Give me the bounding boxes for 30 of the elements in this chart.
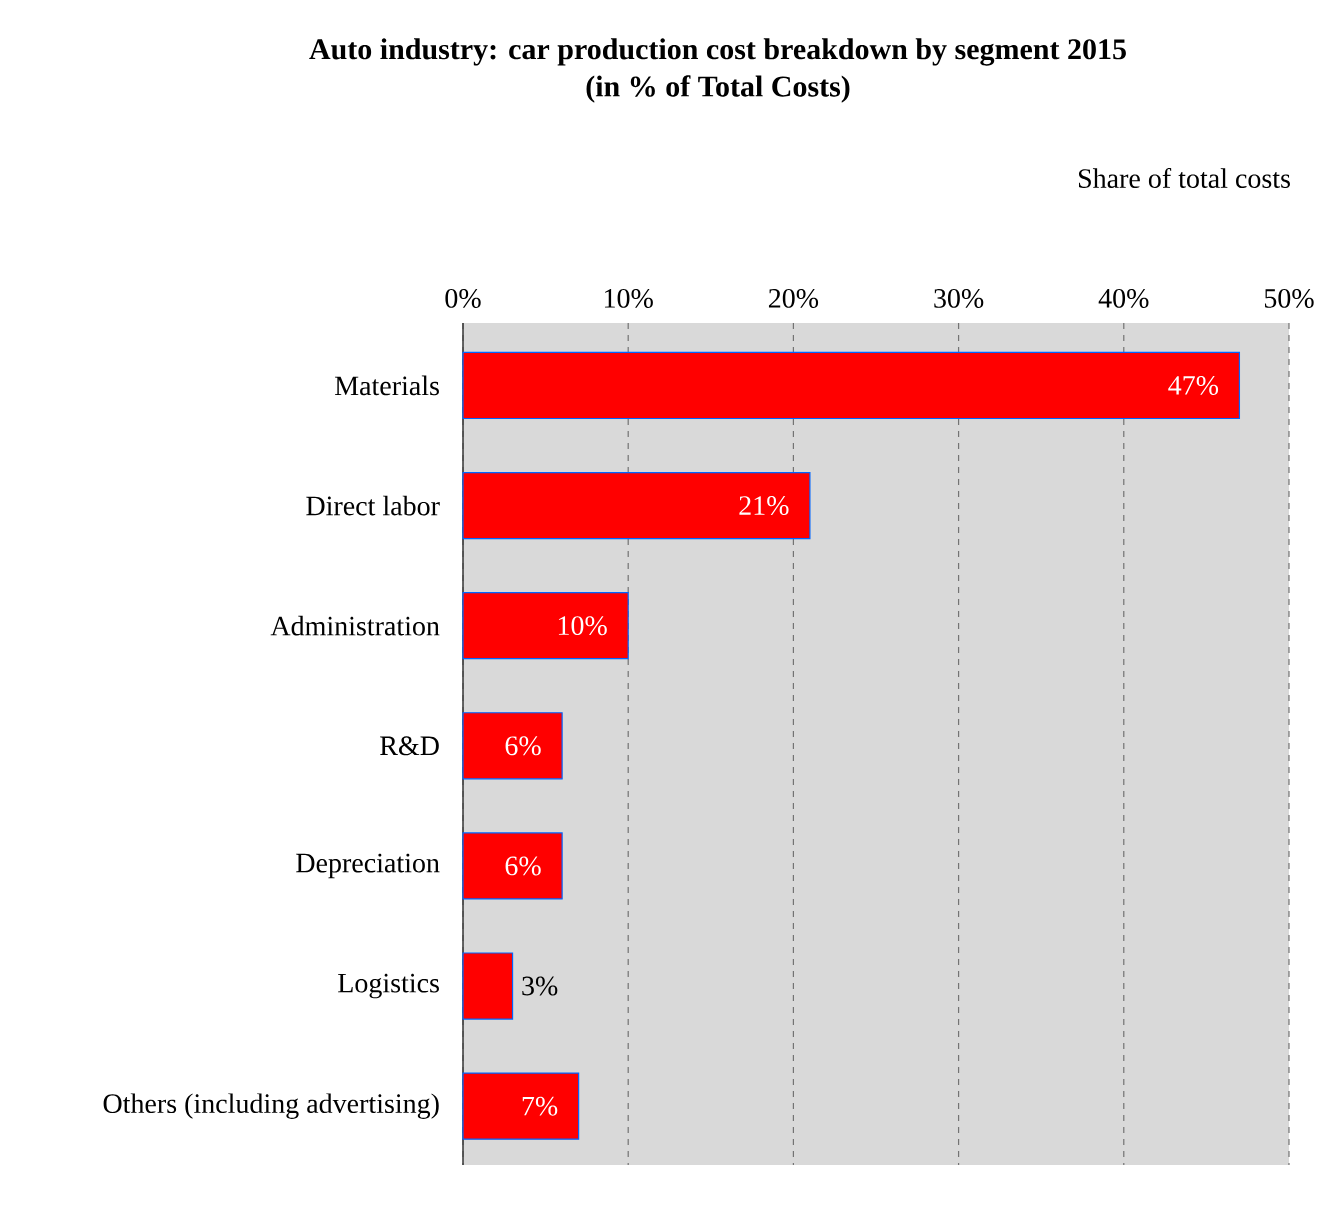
data-label: 7% <box>522 1096 558 1116</box>
data-label: 3% <box>522 976 558 996</box>
bar <box>462 712 563 780</box>
y-tick-label: Depreciation <box>296 853 440 879</box>
bar <box>462 952 514 1020</box>
x-tick-label: 40% <box>1098 288 1149 308</box>
y-tick-label: Direct labor <box>306 495 440 516</box>
x-tick-label: 30% <box>934 288 984 308</box>
bar <box>462 471 811 540</box>
data-label: 21% <box>739 496 789 516</box>
bar <box>462 1072 580 1140</box>
x-axis-title: Share of total costs <box>1078 167 1290 188</box>
y-tick-label: Logistics <box>338 973 439 999</box>
bar <box>462 351 1241 420</box>
x-tick-label: 10% <box>604 288 653 308</box>
bar <box>462 832 563 900</box>
data-label: 47% <box>1168 375 1219 395</box>
chart-subtitle: (in % of Total Costs) <box>586 75 850 103</box>
x-tick-label: 50% <box>1264 288 1314 308</box>
data-label: 6% <box>505 736 541 756</box>
data-label: 6% <box>505 856 541 876</box>
y-tick-label: R&D <box>380 736 439 756</box>
y-tick-label: Others (including advertising) <box>103 1093 439 1119</box>
x-tick-label: 20% <box>768 288 819 308</box>
y-tick-label: Administration <box>270 615 440 636</box>
data-label: 10% <box>558 616 607 636</box>
y-tick-label: Materials <box>335 375 439 396</box>
chart-title: Auto industry: car production cost breakdown by segment 2015 <box>309 38 1126 66</box>
x-tick-label: 0% <box>445 288 481 308</box>
bar <box>462 592 629 660</box>
